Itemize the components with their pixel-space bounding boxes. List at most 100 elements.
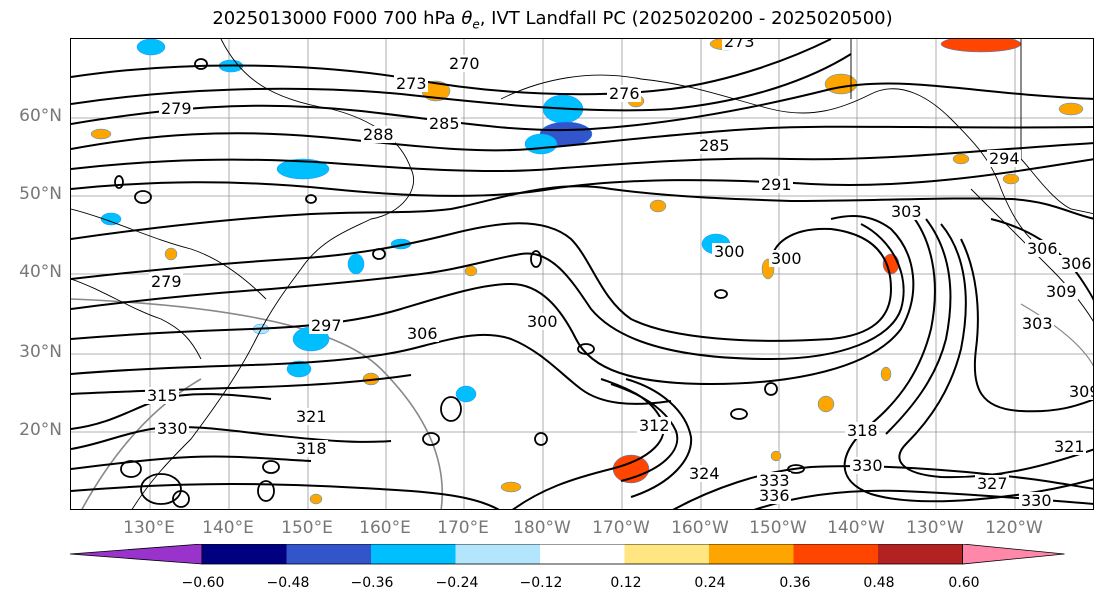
ivt-anomaly-patch [1058, 102, 1084, 116]
contour-label: 321 [296, 407, 327, 426]
longitude-label: 170°E [437, 518, 489, 538]
contour-label: 294 [989, 149, 1020, 168]
latitude-label: 40°N [19, 262, 62, 282]
contour-label-bg [1059, 255, 1093, 272]
contour-label: 270 [449, 54, 480, 73]
contour-label-bg [757, 487, 791, 504]
colorbar-segment [540, 544, 625, 564]
contour-label: 273 [396, 74, 427, 93]
theta-e-contour [134, 190, 152, 204]
theta-e-contour [990, 218, 1093, 301]
ivt-anomaly-patch [940, 39, 1022, 53]
contour-label-bg [759, 176, 793, 193]
ivt-anomaly-patch [100, 212, 122, 226]
theta-e-contour [610, 383, 679, 482]
contour-label: 273 [724, 39, 755, 51]
contour-label-bg [637, 417, 671, 434]
contour-label: 312 [639, 416, 670, 435]
contour-label-bg [447, 55, 481, 72]
ivt-anomaly-patch [500, 481, 522, 493]
contour-label-bg [155, 420, 189, 437]
contour-label: 303 [891, 202, 922, 221]
contour-label-bg [722, 39, 756, 50]
contour-label: 303 [1022, 314, 1053, 333]
ivt-anomaly-patch [524, 133, 558, 155]
theta-e-contour [577, 343, 595, 355]
contour-label-bg [525, 313, 559, 330]
contour-label: 306 [407, 324, 438, 343]
theta-e-contour [71, 142, 1093, 173]
theta-e-contour [71, 482, 500, 509]
contour-label: 336 [759, 486, 790, 505]
theta-e-contour [714, 289, 728, 299]
theta-e-contour [120, 460, 142, 478]
contour-label: 309 [1046, 282, 1077, 301]
contour-label: 300 [527, 312, 558, 331]
theta-e-contour [440, 396, 462, 422]
contour-label-bg [394, 75, 428, 92]
theta-e-contour [885, 218, 952, 435]
colorbar-extend-high [962, 544, 1065, 565]
colorbar-segment [793, 544, 878, 564]
colorbar-tick-label: −0.24 [435, 575, 479, 591]
theta-e-contour [172, 490, 190, 508]
colorbar-tick-label: 0.60 [948, 575, 980, 591]
figure-title: 2025013000 F000 700 hPa θe, IVT Landfall… [212, 8, 893, 32]
theta-e-contour [71, 82, 1093, 132]
theta-e-contour [530, 250, 542, 268]
theta-e-contour [372, 248, 386, 260]
contour-labels: 273 270 273 276 279 288 285 285 291 294 303 300 300 3… [145, 39, 1093, 509]
theta-e-contours [71, 39, 1093, 509]
contour-label-bg [145, 387, 179, 404]
colorbar-segment [202, 544, 287, 564]
colorbar-segment [878, 544, 963, 564]
colorbar-segment [371, 544, 456, 564]
contour-label-bg [159, 100, 193, 117]
ivt-anomaly-patch [464, 265, 478, 277]
longitude-label: 180°W [513, 518, 571, 538]
coastline [970, 188, 1093, 322]
coastline [500, 74, 1032, 240]
theta-e-contour [71, 158, 1093, 197]
contour-label: 324 [689, 464, 720, 483]
ivt-anomaly-patch [347, 253, 365, 275]
contour-label-bg [607, 85, 641, 102]
colorbar-segment [455, 544, 540, 564]
contour-label: 321 [1054, 437, 1085, 456]
contour-label: 306 [1061, 254, 1092, 273]
theta-e-contour [71, 222, 893, 342]
theta-e-contour [898, 223, 1093, 479]
ivt-anomaly-patch [817, 395, 835, 413]
contour-label-bg [405, 325, 439, 342]
contour-label-bg [1044, 283, 1078, 300]
theta-e-contour [257, 480, 275, 502]
latitude-label: 50°N [19, 184, 62, 204]
longitude-label: 130°W [906, 518, 964, 538]
theta-e-contour [960, 238, 1093, 413]
latitude-label: 60°N [19, 106, 62, 126]
contour-label: 333 [759, 471, 790, 490]
theta-e-contour [534, 432, 548, 446]
theta-e-contour [71, 39, 832, 96]
longitude-label: 150°E [281, 518, 333, 538]
contour-label-bg [845, 422, 879, 439]
theta-e-contour [787, 464, 805, 474]
latitude-label: 20°N [19, 420, 62, 440]
theta-e-contour [422, 432, 440, 446]
ivt-anomaly-patch [1002, 173, 1020, 185]
theta-e-contour [625, 378, 693, 498]
contour-label-bg [1052, 438, 1086, 455]
ivt-anomaly-patch [309, 493, 323, 505]
contour-label: 315 [147, 386, 178, 405]
contour-label-bg [975, 475, 1009, 492]
colorbar-segment [286, 544, 371, 564]
ivt-anomaly-patch [649, 199, 667, 213]
contour-label: 288 [363, 125, 394, 144]
theta-e-contour [140, 473, 182, 505]
contour-label-bg [1019, 492, 1053, 509]
contour-label-bg [757, 472, 791, 489]
ivt-anomaly-patch [770, 450, 782, 462]
contour-label-bg [1067, 383, 1093, 400]
ivt-anomaly-patch [136, 39, 166, 56]
